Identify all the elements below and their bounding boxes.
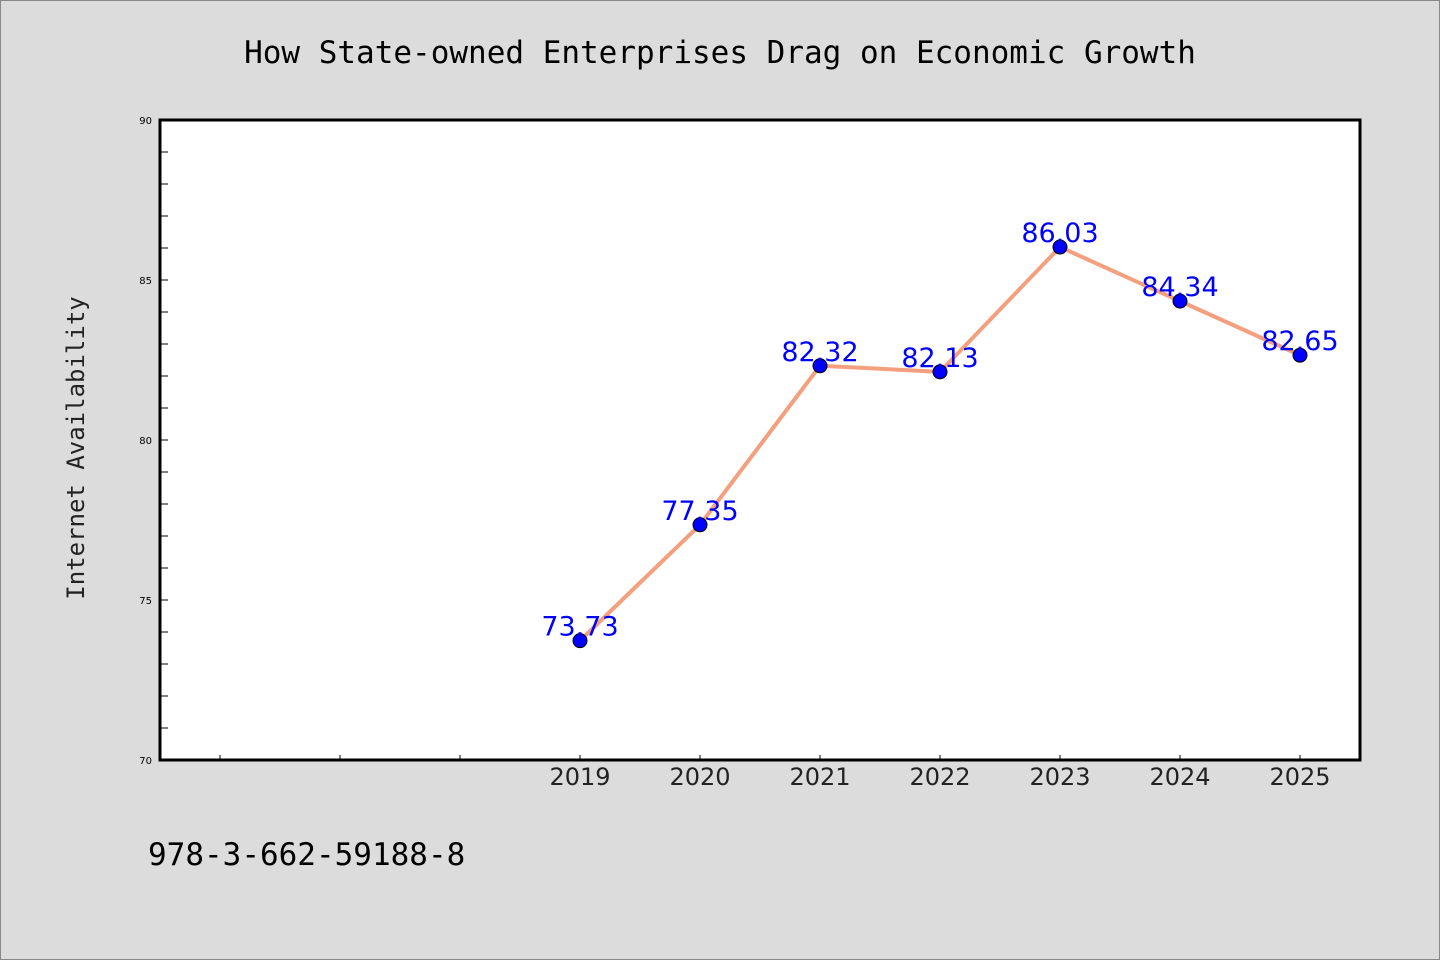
data-point-marker	[812, 358, 828, 374]
data-label: 84.34	[1141, 272, 1218, 303]
data-point-marker	[932, 364, 948, 380]
y-tick-label: 75	[139, 596, 152, 607]
plot-area	[160, 120, 1360, 760]
data-label: 77.35	[661, 496, 738, 527]
x-tick-label: 2023	[1029, 763, 1090, 791]
data-point-marker	[1172, 293, 1188, 309]
data-point-marker	[1292, 347, 1308, 363]
data-label: 82.32	[781, 337, 858, 368]
data-label: 73.73	[541, 612, 618, 643]
data-label: 82.13	[901, 343, 978, 374]
series-marker-layer	[572, 239, 1308, 649]
isbn-footer: 978-3-662-59188-8	[148, 837, 465, 873]
data-label: 82.65	[1261, 326, 1338, 357]
x-tick-label: 2024	[1149, 763, 1210, 791]
data-point-marker	[572, 633, 588, 649]
x-tick-label: 2020	[669, 763, 730, 791]
x-tick-label: 2022	[909, 763, 970, 791]
y-tick-label: 85	[139, 276, 152, 287]
x-tick-label: 2025	[1269, 763, 1330, 791]
x-tick-label: 2019	[549, 763, 610, 791]
y-tick-label: 70	[139, 756, 152, 767]
y-tick-label: 90	[139, 116, 152, 127]
data-point-marker	[692, 517, 708, 533]
axis-ticks: 70 75 80 85 90 2019 2020 2021 2022 2023 2024 2025	[139, 116, 1330, 791]
data-label-layer: 73.73 77.35 82.32 82.13 86.03 84.34 82.65	[541, 218, 1338, 643]
plot-frame	[158, 118, 1362, 762]
y-tick-label: 80	[139, 436, 152, 447]
chart-title: How State-owned Enterprises Drag on Econ…	[244, 35, 1196, 71]
y-axis-label: Internet Availability	[62, 296, 90, 599]
data-point-marker	[1052, 239, 1068, 255]
x-tick-label: 2021	[789, 763, 850, 791]
data-label: 86.03	[1021, 218, 1098, 249]
